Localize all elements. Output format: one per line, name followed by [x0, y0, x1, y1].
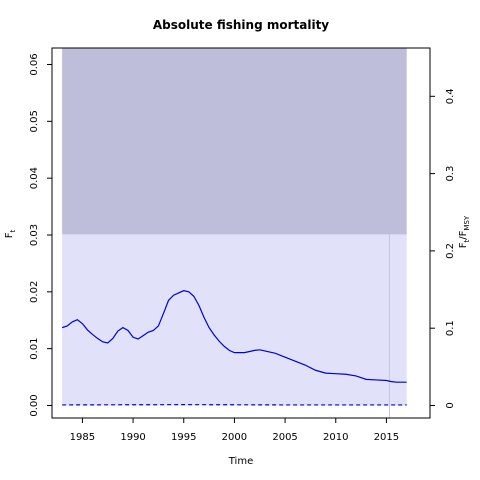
series-layer: [61, 290, 407, 406]
x-tick-label-2000: 2000: [222, 432, 247, 443]
y-axis-right-title-main: F: [458, 242, 469, 248]
chart-title: Absolute fishing mortality: [153, 18, 329, 32]
y-right-tick-label-1: 0.1: [445, 320, 456, 336]
y-right-tick-label-3: 0.3: [445, 166, 456, 182]
x-tick-label-1990: 1990: [120, 432, 145, 443]
y-left-tick-label-4: 0.04: [29, 167, 40, 189]
y-left-tick-label-0: 0.00: [29, 394, 40, 416]
y-left-tick-label-1: 0.01: [29, 338, 40, 360]
x-axis-title: Time: [228, 456, 253, 467]
x-tick-label-2005: 2005: [272, 432, 297, 443]
y-axis-right-title-sub2: MSY: [463, 215, 471, 230]
y-left-tick-label-6: 0.06: [29, 53, 40, 75]
x-tick-label-1985: 1985: [70, 432, 95, 443]
y-axis-right-title: Ft/FMSY: [458, 215, 471, 248]
bands-layer: [62, 48, 407, 406]
x-axis: 1985 1990 1995 2000 2005 2010 2015: [70, 418, 399, 443]
y-right-tick-label-2: 0.2: [445, 243, 456, 259]
y-axis-right: 0 0.1 0.2 0.3 0.4: [430, 88, 456, 409]
y-left-tick-label-5: 0.05: [29, 110, 40, 132]
svg-text:Ft/FMSY: Ft/FMSY: [458, 215, 471, 248]
y-axis-left: 0.00 0.01 0.02 0.03 0.04 0.05 0.06: [29, 53, 52, 417]
plot-frame: [51, 47, 431, 419]
band-1: [62, 48, 407, 235]
y-axis-left-title-main: F: [4, 232, 15, 238]
band-0: [62, 234, 407, 406]
y-left-tick-label-2: 0.02: [29, 281, 40, 303]
x-tick-label-2010: 2010: [323, 432, 348, 443]
series-line-0-solid: [61, 290, 407, 383]
y-axis-right-title-sub1: t: [463, 239, 471, 242]
svg-text:Ft: Ft: [4, 229, 17, 238]
y-right-tick-label-0: 0: [445, 402, 456, 408]
x-tick-label-1995: 1995: [171, 432, 196, 443]
x-tick-label-2015: 2015: [374, 432, 399, 443]
y-axis-left-title-sub: t: [9, 229, 17, 232]
y-left-tick-label-3: 0.03: [29, 224, 40, 246]
y-axis-left-title: Ft: [4, 229, 17, 238]
y-right-tick-label-4: 0.4: [445, 88, 456, 104]
y-axis-right-title-mid: /F: [458, 230, 469, 239]
